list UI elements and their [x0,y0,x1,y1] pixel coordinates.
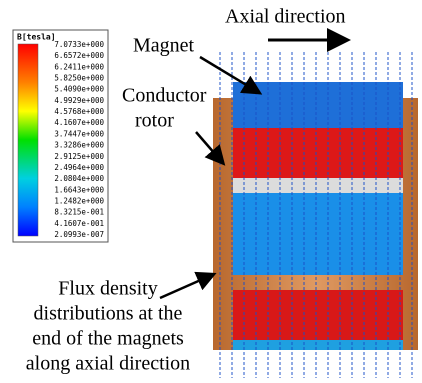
axial-label: Axial direction [225,6,346,28]
legend-label: 2.0993e-007 [54,230,104,239]
legend-label: 5.8250e+000 [54,74,104,83]
magnet-blue [233,82,403,128]
legend-label: 4.1607e+000 [54,118,104,127]
legend-label: 2.9125e+000 [54,152,104,161]
legend-label: 3.7447e+000 [54,129,104,138]
magnet-blue [233,193,403,275]
flux-label: along axial direction [26,353,190,375]
conductor-label: Conductor [122,85,207,107]
legend-label: 7.0733e+000 [54,40,104,49]
legend-label: 2.0804e+000 [54,174,104,183]
legend-label: 4.9929e+000 [54,96,104,105]
legend-label: 5.4090e+000 [54,85,104,94]
flux-label: distributions at the [34,303,183,325]
magnet-red [233,128,403,178]
legend-label: 1.2482e+000 [54,196,104,205]
legend-label: 8.3215e-001 [54,208,104,217]
conductor-label: rotor [135,110,174,132]
arrow [160,275,212,298]
arrow [200,57,258,92]
legend-label: 1.6643e+000 [54,185,104,194]
legend-label: 6.6572e+000 [54,51,104,60]
flux-label: Flux density [58,278,157,300]
magnet-blue [233,340,403,350]
legend-label: 3.3286e+000 [54,141,104,150]
figure: B[tesla] 7.0733e+000 6.6572e+000 6.2411e+0… [0,0,422,383]
legend-title: B[tesla] [17,33,56,42]
magnet-label: Magnet [133,35,195,57]
flux-label: end of the magnets [32,328,184,350]
legend-label: 4.1607e-001 [54,219,104,228]
legend-label: 4.5768e+000 [54,107,104,116]
magnet-red [233,290,403,340]
legend-label: 2.4964e+000 [54,163,104,172]
legend-label: 6.2411e+000 [54,62,104,71]
gap [233,178,403,193]
color-bar [18,44,38,236]
